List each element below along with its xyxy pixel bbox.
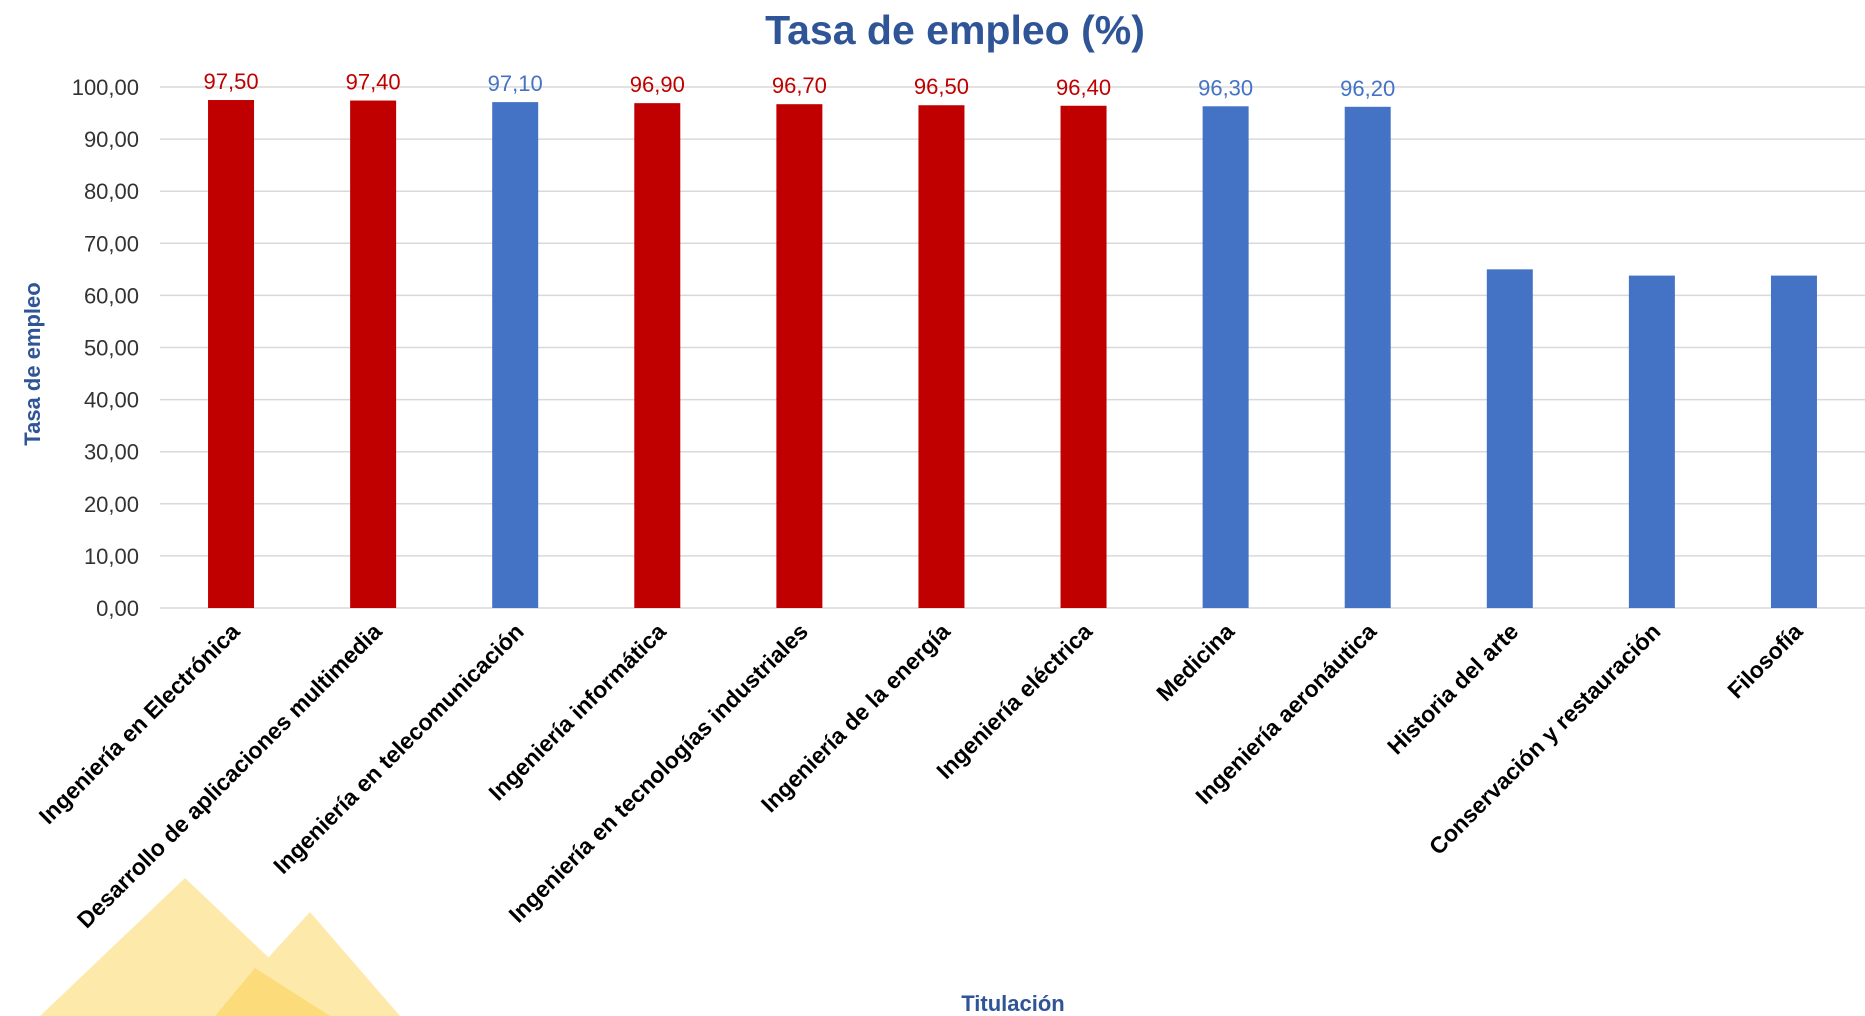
y-tick-label: 80,00 xyxy=(84,179,139,204)
data-label: 96,30 xyxy=(1198,75,1253,100)
bar xyxy=(918,105,965,609)
x-tick-label: Ingeniería en telecomunicación xyxy=(268,618,529,879)
x-tick-label: Conservación y restauración xyxy=(1424,618,1666,860)
y-tick-label: 60,00 xyxy=(84,283,139,308)
x-tick-label: Medicina xyxy=(1151,618,1239,706)
bar xyxy=(1202,106,1249,608)
x-axis-title: Titulación xyxy=(961,991,1065,1016)
bar xyxy=(776,104,823,609)
data-label: 97,50 xyxy=(204,69,259,94)
y-tick-label: 100,00 xyxy=(72,75,139,100)
chart-title: Tasa de empleo (%) xyxy=(765,7,1145,53)
bar xyxy=(350,100,397,609)
bar xyxy=(634,103,681,608)
y-tick-label: 20,00 xyxy=(84,492,139,517)
data-label: 96,90 xyxy=(630,72,685,97)
data-label: 96,40 xyxy=(1056,75,1111,100)
y-tick-label: 90,00 xyxy=(84,127,139,152)
decor-triangle-overlap xyxy=(215,968,330,1016)
y-tick-label: 50,00 xyxy=(84,336,139,361)
y-axis-ticks: 0,00 10,00 20,00 30,00 40,00 50,00 60,00 70,00 8… xyxy=(72,75,139,621)
x-tick-label: Filosofía xyxy=(1722,618,1807,703)
x-tick-label: Ingeniería eléctrica xyxy=(931,618,1097,784)
x-tick-label: Ingeniería en tecnologías industriales xyxy=(504,618,813,927)
data-label: 97,10 xyxy=(488,71,543,96)
data-label: 96,50 xyxy=(914,74,969,99)
data-labels: 97,50 97,40 97,10 96,90 96,70 96,50 96,40 96,30… xyxy=(204,69,1396,101)
x-tick-label: Desarrollo de aplicaciones multimedia xyxy=(72,618,387,933)
gridlines xyxy=(160,86,1865,609)
y-tick-label: 10,00 xyxy=(84,544,139,569)
data-label: 97,40 xyxy=(346,70,401,95)
bar xyxy=(1628,275,1675,608)
y-tick-label: 40,00 xyxy=(84,388,139,413)
bar xyxy=(492,102,539,608)
y-tick-label: 0,00 xyxy=(96,596,139,621)
bar xyxy=(1060,105,1107,609)
data-label: 96,70 xyxy=(772,73,827,98)
bar xyxy=(1486,269,1533,608)
y-axis-title: Tasa de empleo xyxy=(20,282,45,445)
bar xyxy=(208,100,255,609)
bar xyxy=(1344,106,1391,608)
y-tick-label: 30,00 xyxy=(84,440,139,465)
y-tick-label: 70,00 xyxy=(84,231,139,256)
bars xyxy=(208,100,1817,609)
decorative-triangles xyxy=(40,878,400,1016)
bar xyxy=(1770,275,1817,608)
data-label: 96,20 xyxy=(1340,76,1395,101)
x-tick-label: Historia del arte xyxy=(1382,618,1523,759)
